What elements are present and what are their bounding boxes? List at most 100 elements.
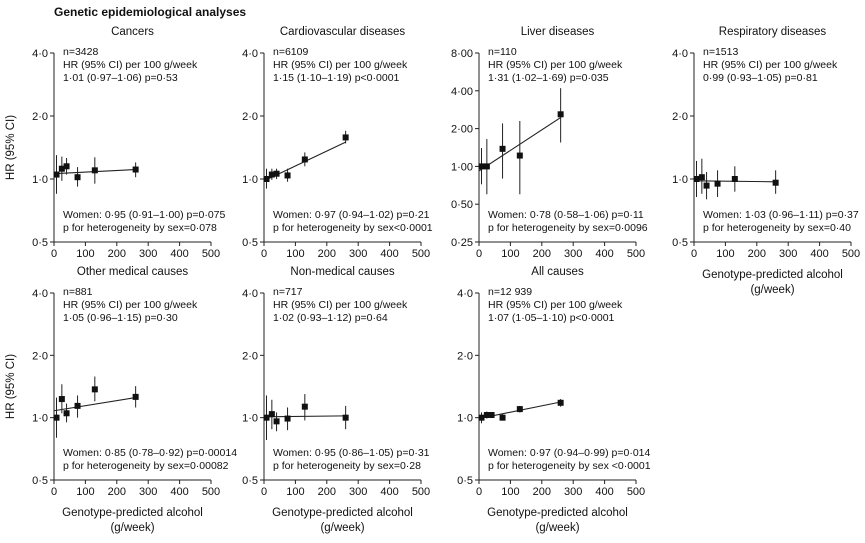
data-point bbox=[772, 179, 779, 186]
y-tick-label: 8·00 bbox=[451, 48, 473, 60]
x-tick-label: 500 bbox=[202, 248, 220, 260]
data-point bbox=[132, 393, 139, 400]
data-point bbox=[516, 406, 523, 413]
panel-annotation: 1·07 (1·05–1·10) p<0·0001 bbox=[488, 312, 615, 324]
panel-respiratory-diseases: Respiratory diseases 0·5 1·0 2·0 4·0 0 100 200 3… bbox=[672, 26, 860, 296]
x-tick-label: 200 bbox=[318, 248, 336, 260]
x-axis-title-unit: (g/week) bbox=[320, 522, 364, 534]
panel-annotation: HR (95% CI) per 100 g/week bbox=[273, 299, 408, 311]
data-point bbox=[714, 180, 721, 187]
x-tick-label: 200 bbox=[533, 486, 551, 498]
y-tick-label: 0·50 bbox=[451, 199, 473, 211]
x-tick-label: 400 bbox=[810, 248, 828, 260]
x-tick-label: 100 bbox=[286, 248, 304, 260]
x-axis-title-unit: (g/week) bbox=[110, 522, 154, 534]
panel-annotation: n=6109 bbox=[273, 46, 308, 58]
panel-other-medical-causes: Other medical causes 0·5 1·0 2·0 4·0 0 100 200 3… bbox=[5, 266, 237, 534]
x-tick-label: 0 bbox=[51, 486, 57, 498]
panel-annotation: 1·05 (0·96–1·15) p=0·30 bbox=[63, 312, 178, 324]
data-point bbox=[132, 166, 139, 173]
y-tick-label: 1·0 bbox=[32, 174, 48, 186]
x-tick-label: 200 bbox=[748, 248, 766, 260]
x-tick-label: 300 bbox=[139, 248, 157, 260]
panel-annotation: 1·15 (1·10–1·19) p<0·0001 bbox=[273, 72, 400, 84]
panel-title: Respiratory diseases bbox=[719, 26, 827, 38]
panel-annotation: n=717 bbox=[273, 286, 303, 298]
panel-annotation: HR (95% CI) per 100 g/week bbox=[273, 59, 408, 71]
x-tick-label: 100 bbox=[76, 486, 94, 498]
data-point bbox=[698, 174, 705, 181]
data-point bbox=[268, 411, 275, 418]
x-tick-label: 300 bbox=[564, 486, 582, 498]
x-tick-label: 400 bbox=[595, 486, 613, 498]
data-point bbox=[263, 176, 270, 182]
data-point bbox=[74, 402, 81, 409]
x-tick-label: 500 bbox=[412, 486, 430, 498]
data-point bbox=[63, 410, 70, 417]
data-point bbox=[273, 418, 280, 425]
y-tick-label: 1·0 bbox=[457, 413, 473, 425]
y-tick-label: 0·25 bbox=[451, 237, 473, 249]
x-tick-label: 200 bbox=[318, 486, 336, 498]
y-tick-label: 0·5 bbox=[32, 475, 48, 487]
x-tick-label: 0 bbox=[261, 486, 267, 498]
data-point bbox=[342, 414, 349, 421]
y-tick-label: 4·0 bbox=[32, 48, 48, 60]
panel-footnote: Women: 0·95 (0·91–1·00) p=0·075 bbox=[63, 209, 226, 221]
data-point bbox=[301, 156, 308, 163]
panel-footnote: Women: 0·78 (0·58–1·06) p=0·11 bbox=[488, 209, 644, 221]
y-tick-label: 4·0 bbox=[672, 48, 688, 60]
data-point bbox=[53, 414, 60, 421]
data-point bbox=[478, 163, 485, 170]
data-point bbox=[731, 176, 738, 182]
y-tick-label: 0·5 bbox=[242, 237, 258, 249]
x-tick-label: 300 bbox=[349, 248, 367, 260]
panel-annotation: HR (95% CI) per 100 g/week bbox=[488, 299, 623, 311]
panel-title: Liver diseases bbox=[521, 26, 595, 38]
x-tick-label: 500 bbox=[202, 486, 220, 498]
y-tick-label: 0·5 bbox=[242, 475, 258, 487]
x-tick-label: 100 bbox=[716, 248, 734, 260]
x-tick-label: 0 bbox=[476, 486, 482, 498]
panel-footnote: p for heterogeneity by sex=0·28 bbox=[273, 460, 421, 472]
y-tick-label: 4·0 bbox=[242, 48, 258, 60]
y-tick-label: 4·0 bbox=[32, 288, 48, 300]
data-point bbox=[284, 172, 291, 179]
panel-cardiovascular-diseases: Cardiovascular diseases 0·5 1·0 2·0 4·0 0 100 2… bbox=[242, 26, 433, 260]
panel-footnote: p for heterogeneity by sex=0·0096 bbox=[488, 222, 648, 234]
y-axis-title: HR (95% CI) bbox=[5, 354, 17, 419]
figure-title: Genetic epidemiological analyses bbox=[54, 5, 246, 19]
panel-footnote: Women: 0·97 (0·94–1·02) p=0·21 bbox=[273, 209, 430, 221]
data-point bbox=[63, 163, 70, 170]
data-point bbox=[693, 176, 700, 182]
panel-title: All causes bbox=[531, 266, 584, 278]
data-point bbox=[557, 111, 564, 118]
x-tick-label: 0 bbox=[51, 248, 57, 260]
y-tick-label: 2·0 bbox=[32, 111, 48, 123]
data-point bbox=[91, 386, 98, 393]
x-tick-label: 0 bbox=[691, 248, 697, 260]
data-point bbox=[342, 134, 349, 141]
x-tick-label: 0 bbox=[476, 248, 482, 260]
x-tick-label: 100 bbox=[501, 486, 519, 498]
x-axis-title: Genotype-predicted alcohol bbox=[702, 269, 843, 281]
panel-annotation: n=881 bbox=[63, 286, 93, 298]
x-tick-label: 100 bbox=[501, 248, 519, 260]
x-tick-label: 200 bbox=[108, 248, 126, 260]
x-tick-label: 500 bbox=[842, 248, 860, 260]
x-tick-label: 200 bbox=[533, 248, 551, 260]
x-tick-label: 500 bbox=[412, 248, 430, 260]
panel-footnote: Women: 0·97 (0·94–0·99) p=0·014 bbox=[488, 447, 651, 459]
y-tick-label: 4·0 bbox=[457, 288, 473, 300]
data-point bbox=[53, 171, 60, 178]
x-tick-label: 400 bbox=[170, 486, 188, 498]
panel-liver-diseases: Liver diseases 0·25 0·50 1·00 2·00 4·00 8·00 0 1… bbox=[451, 26, 648, 260]
data-point bbox=[483, 412, 490, 419]
y-tick-label: 1·0 bbox=[672, 174, 688, 186]
panel-footnote: p for heterogeneity by sex<0·0001 bbox=[273, 222, 433, 234]
data-point bbox=[273, 170, 280, 177]
x-axis-title-unit: (g/week) bbox=[535, 522, 579, 534]
x-axis-title: Genotype-predicted alcohol bbox=[487, 507, 628, 519]
x-tick-label: 300 bbox=[139, 486, 157, 498]
